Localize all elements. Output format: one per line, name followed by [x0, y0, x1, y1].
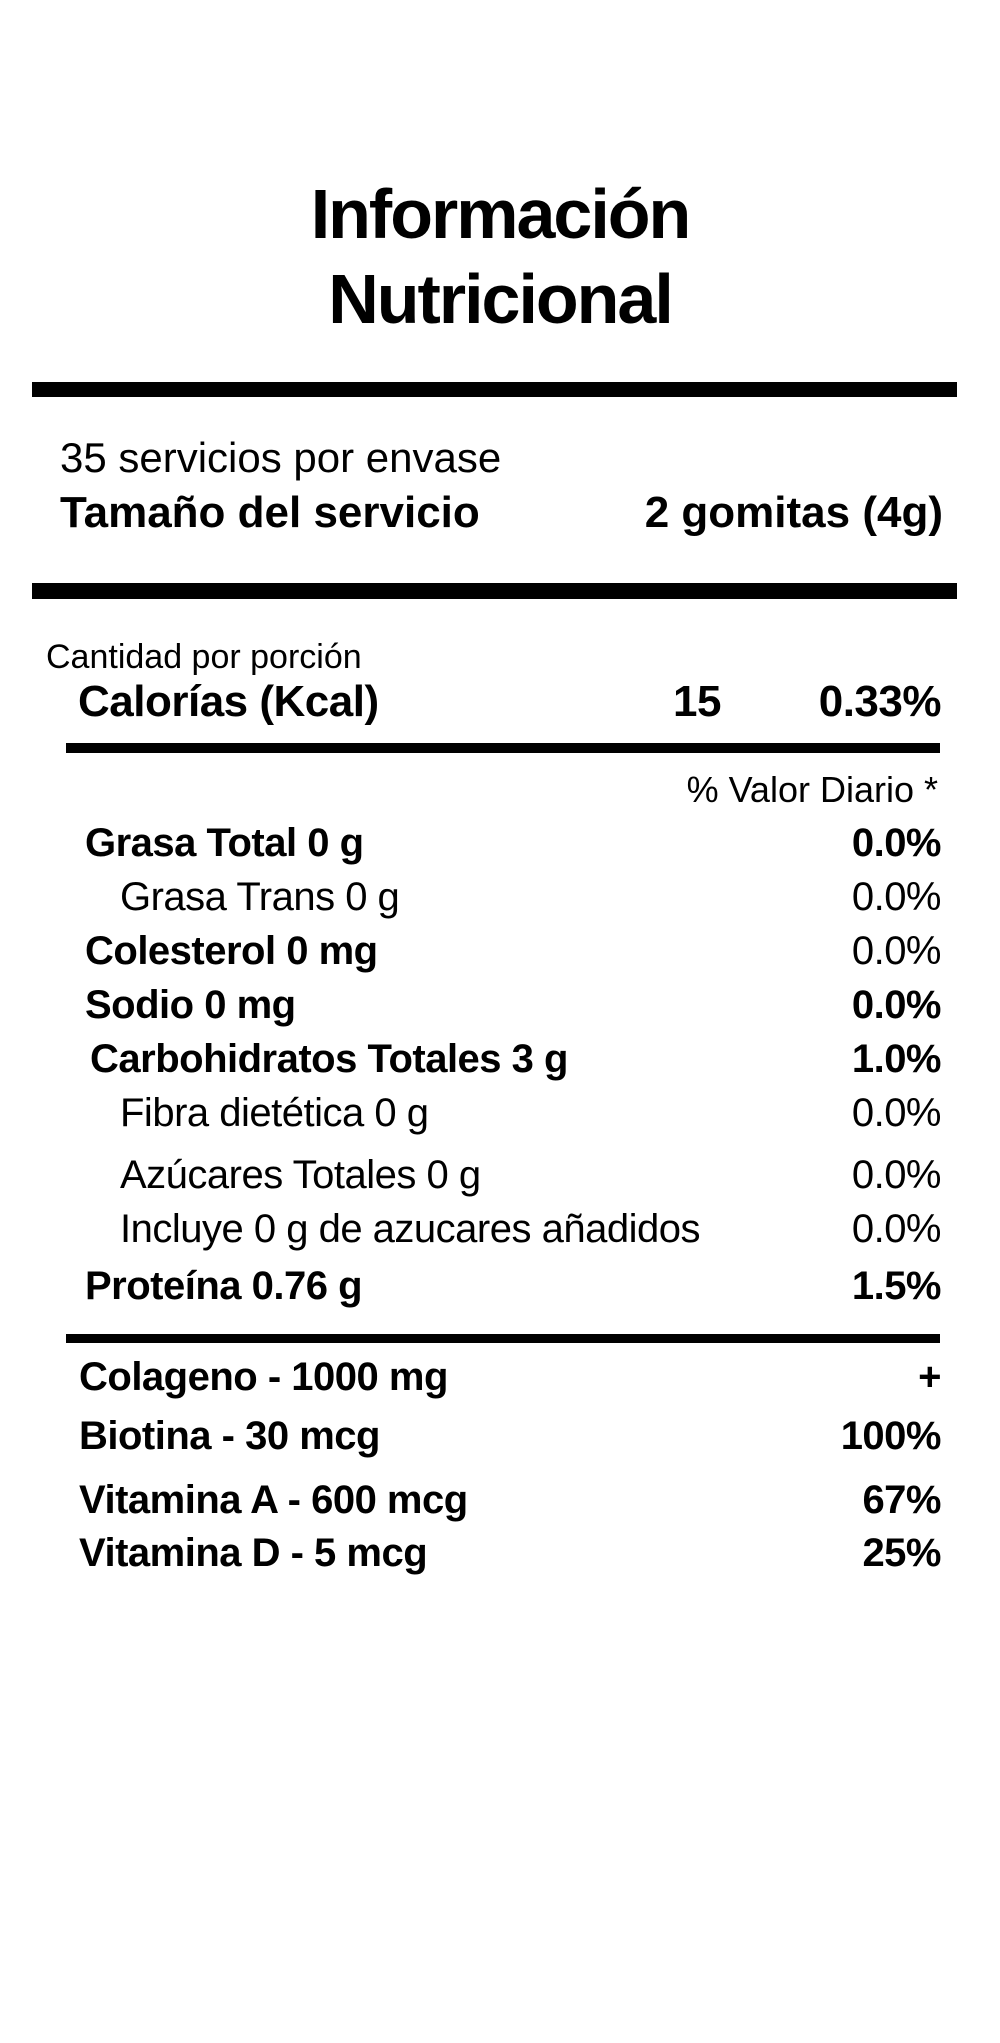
- calories-amount: 15: [673, 677, 721, 726]
- nutrient-daily-value: 0.0%: [851, 1153, 942, 1197]
- supplement-row: Vitamina A - 600 mcg 67%: [0, 1473, 1000, 1527]
- nutrient-row: Sodio 0 mg 0.0%: [0, 978, 1000, 1032]
- nutrient-daily-value: 1.5%: [851, 1264, 942, 1308]
- nutrient-name: Colesterol 0 mg: [85, 929, 378, 973]
- supplement-row: Colageno - 1000 mg +: [0, 1350, 1000, 1404]
- calories-daily-value: 0.33%: [818, 677, 942, 726]
- calories-row: Calorías (Kcal) 15 0.33%: [0, 679, 1000, 725]
- supplement-row: Vitamina D - 5 mcg 25%: [0, 1527, 1000, 1579]
- serving-size-value: 2 gomitas (4g): [644, 488, 943, 537]
- supplement-daily-value: 67%: [862, 1478, 941, 1522]
- nutrient-name: Azúcares Totales 0 g: [120, 1153, 481, 1197]
- supplement-daily-value: 100%: [840, 1414, 942, 1458]
- nutrient-name: Proteína 0.76 g: [85, 1264, 363, 1308]
- top-thick-divider: [32, 382, 957, 397]
- nutrient-name: Carbohidratos Totales 3 g: [90, 1037, 568, 1081]
- supplement-name: Biotina - 30 mcg: [79, 1414, 380, 1458]
- nutrient-daily-value: 0.0%: [851, 929, 942, 973]
- nutrition-label: Información Nutricional 35 servicios por…: [0, 172, 1000, 2043]
- nutrients-table: Grasa Total 0 g 0.0% Grasa Trans 0 g 0.0…: [0, 816, 1000, 1313]
- supplement-name: Vitamina D - 5 mcg: [79, 1531, 428, 1575]
- nutrient-daily-value: 0.0%: [851, 1091, 942, 1135]
- daily-value-header: % Valor Diario *: [686, 769, 938, 810]
- nutrient-daily-value: 1.0%: [851, 1037, 942, 1081]
- nutrient-row: Incluye 0 g de azucares añadidos 0.0%: [0, 1202, 1000, 1256]
- supplements-divider: [66, 1334, 940, 1343]
- nutrient-name: Grasa Total 0 g: [85, 821, 364, 865]
- nutrient-name: Incluye 0 g de azucares añadidos: [120, 1207, 700, 1251]
- nutrient-name: Fibra dietética 0 g: [120, 1091, 429, 1135]
- nutrient-row: Carbohidratos Totales 3 g 1.0%: [0, 1032, 1000, 1086]
- nutrient-name: Sodio 0 mg: [85, 983, 296, 1027]
- nutrient-daily-value: 0.0%: [851, 821, 942, 865]
- nutrient-row: Proteína 0.76 g 1.5%: [0, 1259, 1000, 1313]
- nutrient-row: Fibra dietética 0 g 0.0%: [0, 1086, 1000, 1140]
- serving-size-label: Tamaño del servicio: [60, 488, 480, 537]
- nutrient-row: Azúcares Totales 0 g 0.0%: [0, 1148, 1000, 1202]
- nutrient-daily-value: 0.0%: [851, 875, 942, 919]
- supplement-daily-value: +: [918, 1355, 941, 1399]
- calories-label: Calorías (Kcal): [78, 677, 379, 726]
- supplement-row: Biotina - 30 mcg 100%: [0, 1409, 1000, 1463]
- amount-per-serving-label: Cantidad por porción: [46, 638, 362, 676]
- label-title: Información Nutricional: [310, 175, 692, 338]
- supplement-name: Colageno - 1000 mg: [79, 1355, 448, 1399]
- second-thick-divider: [32, 583, 957, 599]
- supplements-table: Colageno - 1000 mg + Biotina - 30 mcg 10…: [0, 1350, 1000, 1579]
- servings-per-container: 35 servicios por envase: [60, 434, 502, 481]
- nutrient-row: Grasa Total 0 g 0.0%: [0, 816, 1000, 870]
- calories-divider: [66, 743, 940, 753]
- nutrient-daily-value: 0.0%: [851, 983, 942, 1027]
- nutrient-row: Grasa Trans 0 g 0.0%: [0, 870, 1000, 924]
- supplement-name: Vitamina A - 600 mcg: [79, 1478, 468, 1522]
- nutrient-row: Colesterol 0 mg 0.0%: [0, 924, 1000, 978]
- servings-section: 35 servicios por envase Tamaño del servi…: [0, 430, 1000, 540]
- supplement-daily-value: 25%: [862, 1531, 941, 1575]
- nutrient-name: Grasa Trans 0 g: [120, 875, 400, 919]
- serving-size-row: Tamaño del servicio 2 gomitas (4g): [60, 485, 943, 540]
- nutrient-daily-value: 0.0%: [851, 1207, 942, 1251]
